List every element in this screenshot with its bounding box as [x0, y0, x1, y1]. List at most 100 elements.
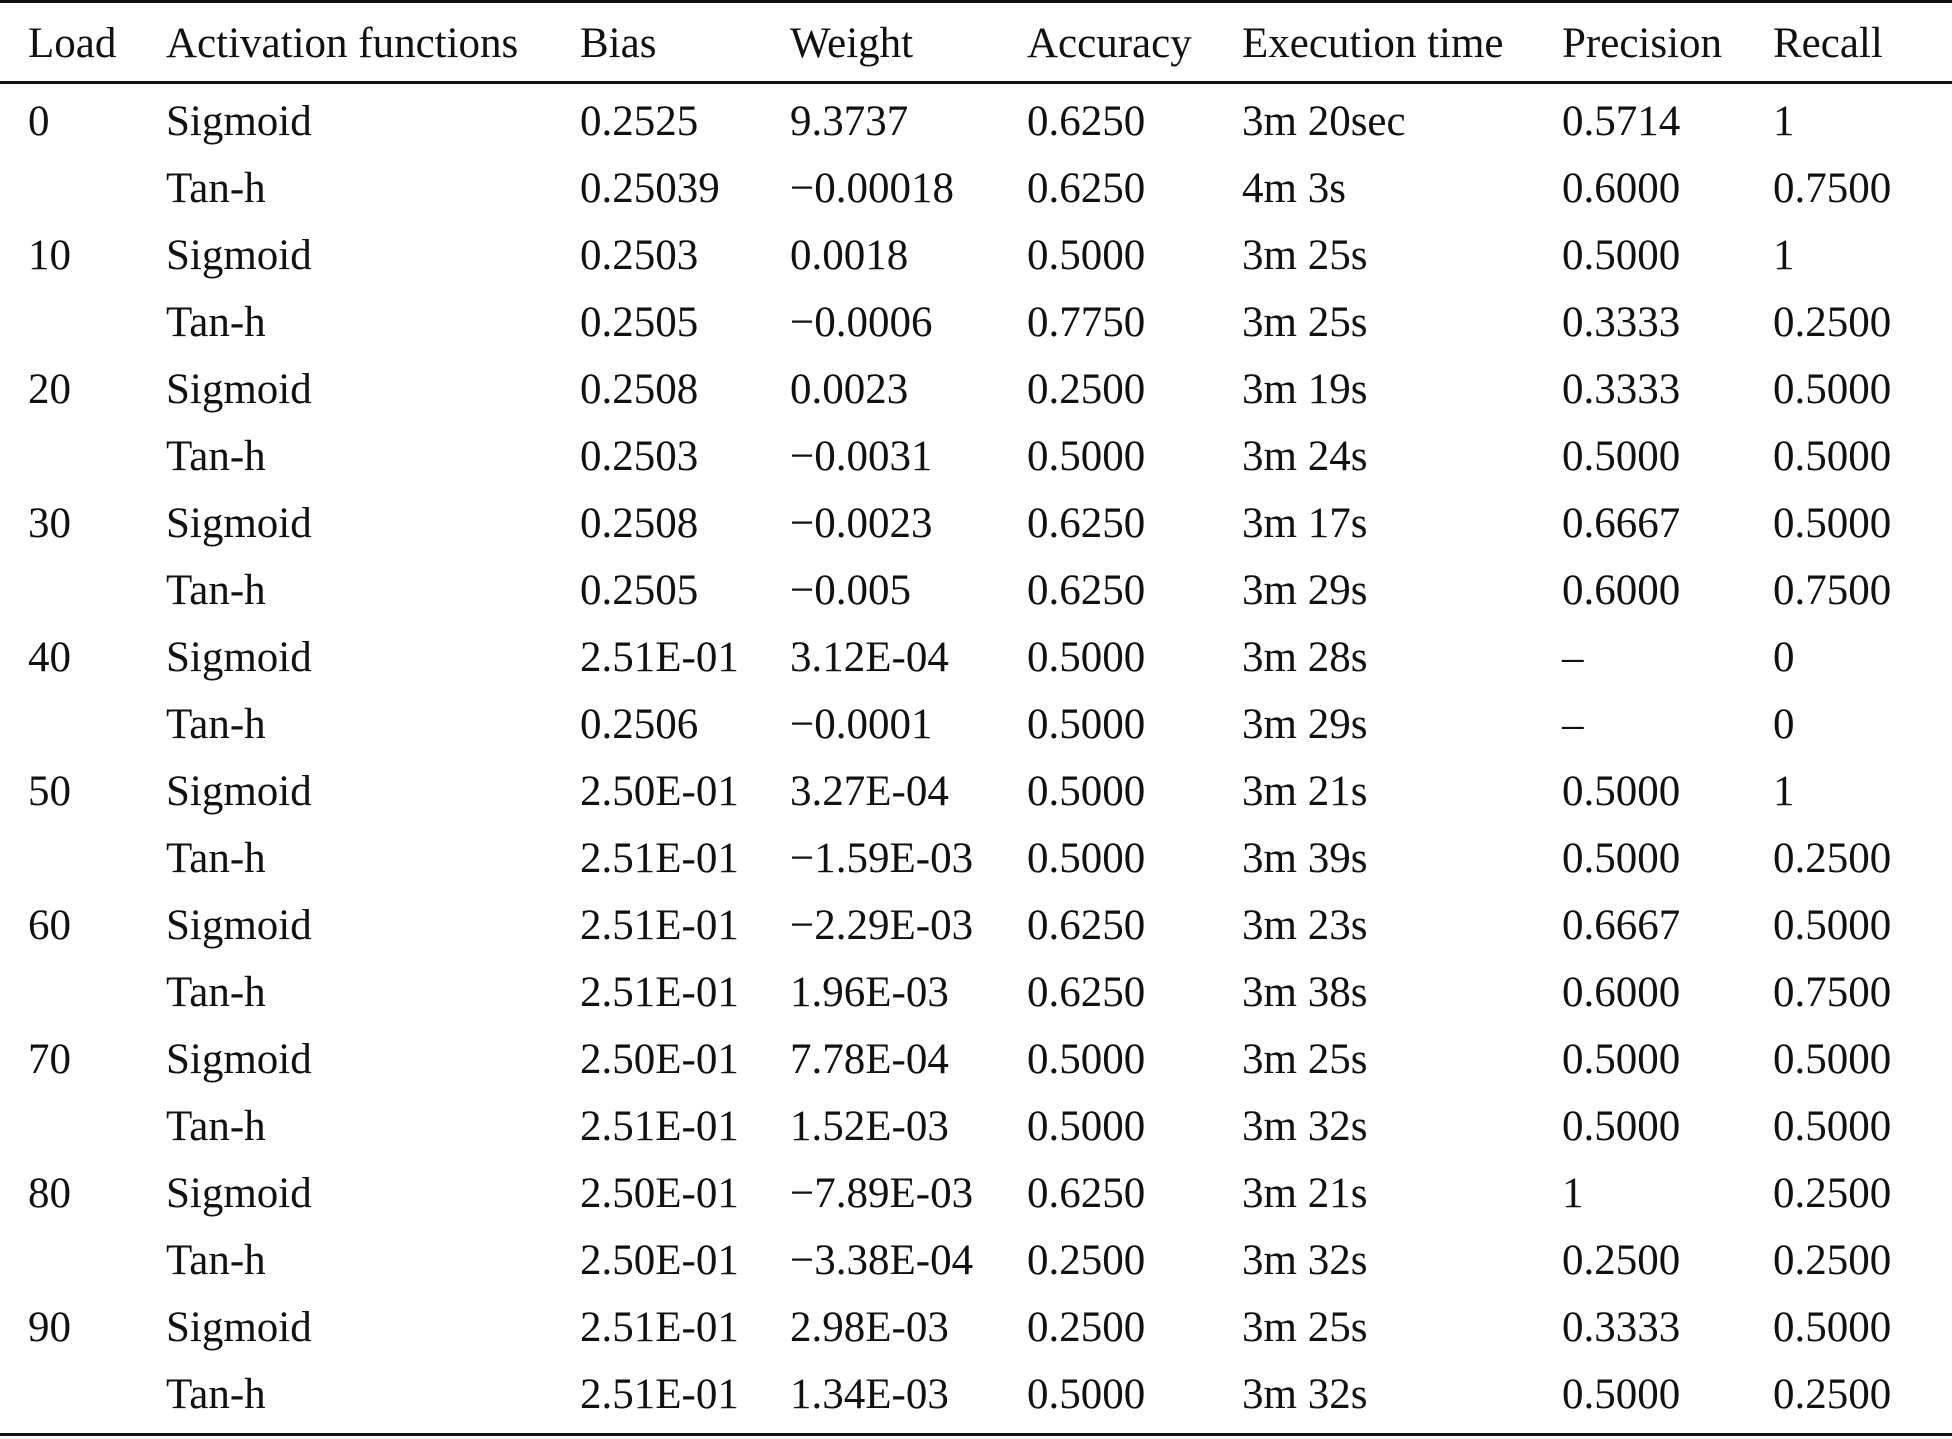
cell-activation-function: Sigmoid [166, 768, 312, 815]
cell-bias: 2.51E-01 [580, 969, 739, 1016]
cell-bias: 0.2508 [580, 500, 699, 547]
cell-weight: −0.005 [790, 567, 912, 614]
cell-accuracy: 0.6250 [1027, 567, 1146, 614]
cell-activation-function: Tan-h [166, 701, 266, 748]
cell-recall: 0 [1773, 634, 1795, 681]
cell-accuracy: 0.5000 [1027, 634, 1146, 681]
cell-activation-function: Tan-h [166, 299, 266, 346]
cell-accuracy: 0.5000 [1027, 701, 1146, 748]
cell-weight: 0.0018 [790, 232, 909, 279]
cell-weight: 0.0023 [790, 366, 909, 413]
cell-load: 20 [28, 366, 71, 413]
cell-bias: 2.50E-01 [580, 1170, 739, 1217]
cell-bias: 2.50E-01 [580, 1237, 739, 1284]
cell-bias: 2.51E-01 [580, 902, 739, 949]
cell-recall: 0.2500 [1773, 1170, 1892, 1217]
cell-precision: 0.5000 [1562, 1036, 1681, 1083]
cell-activation-function: Sigmoid [166, 1170, 312, 1217]
cell-precision: 0.5000 [1562, 1371, 1681, 1418]
header-recall: Recall [1773, 20, 1883, 67]
cell-precision: 0.6667 [1562, 902, 1681, 949]
cell-execution-time: 3m 25s [1242, 232, 1368, 279]
cell-weight: 1.34E-03 [790, 1371, 949, 1418]
cell-accuracy: 0.2500 [1027, 366, 1146, 413]
cell-activation-function: Tan-h [166, 969, 266, 1016]
cell-bias: 2.51E-01 [580, 1371, 739, 1418]
cell-precision: 0.3333 [1562, 299, 1681, 346]
cell-execution-time: 3m 24s [1242, 433, 1368, 480]
cell-execution-time: 3m 28s [1242, 634, 1368, 681]
cell-execution-time: 3m 25s [1242, 1304, 1368, 1351]
cell-activation-function: Tan-h [166, 1371, 266, 1418]
cell-execution-time: 3m 25s [1242, 1036, 1368, 1083]
cell-activation-function: Tan-h [166, 1237, 266, 1284]
cell-recall: 1 [1773, 98, 1795, 145]
cell-accuracy: 0.2500 [1027, 1304, 1146, 1351]
cell-execution-time: 3m 19s [1242, 366, 1368, 413]
cell-weight: 3.27E-04 [790, 768, 949, 815]
cell-accuracy: 0.6250 [1027, 165, 1146, 212]
cell-load: 60 [28, 902, 71, 949]
cell-activation-function: Sigmoid [166, 1304, 312, 1351]
cell-recall: 0.2500 [1773, 1371, 1892, 1418]
cell-load: 40 [28, 634, 71, 681]
cell-activation-function: Sigmoid [166, 634, 312, 681]
cell-bias: 2.51E-01 [580, 835, 739, 882]
header-precision: Precision [1562, 20, 1723, 67]
header-accuracy: Accuracy [1027, 20, 1192, 67]
cell-execution-time: 3m 32s [1242, 1237, 1368, 1284]
cell-weight: −0.0023 [790, 500, 933, 547]
cell-precision: – [1562, 701, 1584, 748]
cell-execution-time: 3m 38s [1242, 969, 1368, 1016]
cell-activation-function: Tan-h [166, 835, 266, 882]
cell-recall: 0.7500 [1773, 165, 1892, 212]
cell-precision: 0.5000 [1562, 1103, 1681, 1150]
cell-weight: −7.89E-03 [790, 1170, 974, 1217]
header-load: Load [28, 20, 117, 67]
cell-recall: 0.2500 [1773, 835, 1892, 882]
cell-load: 80 [28, 1170, 71, 1217]
cell-weight: −3.38E-04 [790, 1237, 974, 1284]
cell-accuracy: 0.6250 [1027, 500, 1146, 547]
cell-execution-time: 3m 21s [1242, 1170, 1368, 1217]
cell-precision: 0.5000 [1562, 433, 1681, 480]
cell-load: 50 [28, 768, 71, 815]
cell-weight: −0.0001 [790, 701, 933, 748]
cell-activation-function: Sigmoid [166, 1036, 312, 1083]
cell-accuracy: 0.6250 [1027, 969, 1146, 1016]
cell-precision: 0.5714 [1562, 98, 1681, 145]
cell-bias: 2.51E-01 [580, 634, 739, 681]
cell-precision: 0.6000 [1562, 567, 1681, 614]
cell-recall: 0.5000 [1773, 433, 1892, 480]
cell-accuracy: 0.7750 [1027, 299, 1146, 346]
cell-bias: 0.2506 [580, 701, 699, 748]
cell-precision: 0.5000 [1562, 835, 1681, 882]
header-weight: Weight [790, 20, 914, 67]
cell-recall: 0.5000 [1773, 1103, 1892, 1150]
cell-accuracy: 0.5000 [1027, 232, 1146, 279]
cell-accuracy: 0.5000 [1027, 433, 1146, 480]
cell-execution-time: 3m 32s [1242, 1371, 1368, 1418]
cell-activation-function: Tan-h [166, 1103, 266, 1150]
cell-activation-function: Tan-h [166, 433, 266, 480]
cell-accuracy: 0.5000 [1027, 768, 1146, 815]
cell-accuracy: 0.5000 [1027, 835, 1146, 882]
cell-accuracy: 0.6250 [1027, 902, 1146, 949]
cell-precision: 1 [1562, 1170, 1584, 1217]
cell-execution-time: 3m 20sec [1242, 98, 1406, 145]
table-bottom-rule [0, 1433, 1952, 1436]
cell-accuracy: 0.5000 [1027, 1371, 1146, 1418]
cell-recall: 0.5000 [1773, 500, 1892, 547]
cell-weight: 2.98E-03 [790, 1304, 949, 1351]
cell-bias: 2.50E-01 [580, 768, 739, 815]
cell-execution-time: 3m 23s [1242, 902, 1368, 949]
cell-accuracy: 0.5000 [1027, 1103, 1146, 1150]
cell-execution-time: 3m 39s [1242, 835, 1368, 882]
cell-recall: 1 [1773, 768, 1795, 815]
cell-activation-function: Sigmoid [166, 902, 312, 949]
cell-bias: 0.25039 [580, 165, 720, 212]
cell-recall: 0.5000 [1773, 366, 1892, 413]
cell-execution-time: 3m 17s [1242, 500, 1368, 547]
cell-recall: 0.2500 [1773, 299, 1892, 346]
cell-activation-function: Sigmoid [166, 98, 312, 145]
